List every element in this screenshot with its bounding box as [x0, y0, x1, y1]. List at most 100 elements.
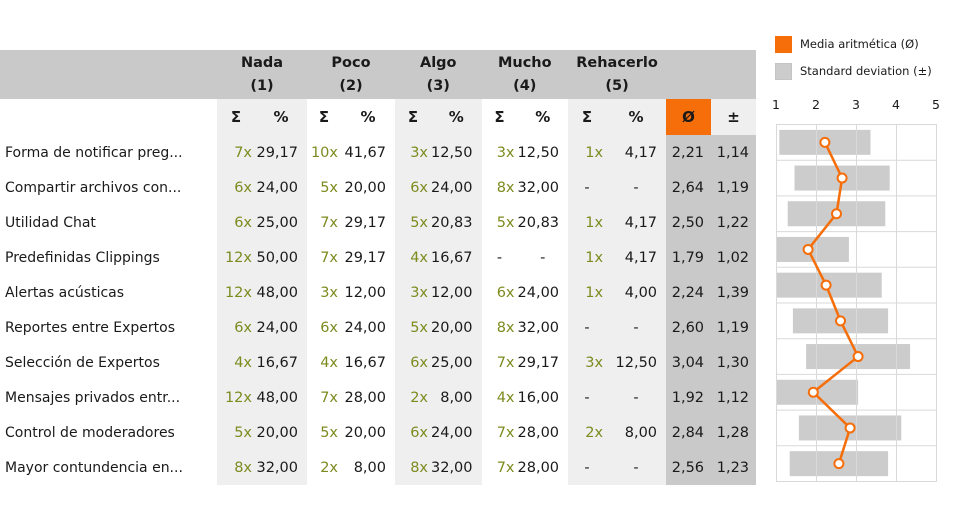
chart-x-axis-label: 2 [812, 97, 820, 112]
percent-cell: 16,67 [255, 345, 307, 380]
column-group-number: (3) [426, 77, 450, 94]
percent-cell: 29,17 [341, 205, 395, 240]
results-table: Nada (1) Poco (2) Algo (3) Mucho (4) Rehacerlo (5… [0, 50, 757, 485]
chart-x-axis-label: 5 [932, 97, 940, 112]
count-cell: 4x [481, 380, 518, 415]
percent-cell: 4,17 [606, 240, 667, 275]
row-label: Control de moderadores [0, 415, 217, 450]
count-cell: 7x [481, 450, 518, 485]
mean-point [833, 458, 845, 470]
percent-cell: 20,00 [341, 415, 395, 450]
percent-cell: 48,00 [255, 380, 307, 415]
mean-cell: 2,56 [666, 450, 712, 485]
percent-cell: - [606, 380, 667, 415]
column-group-label: Rehacerlo [576, 55, 658, 72]
count-cell: 4x [307, 345, 341, 380]
percent-cell: 4,00 [606, 275, 667, 310]
percent-header: % [255, 99, 307, 135]
table-row: Mensajes privados entr... 12x 48,00 7x 28,00… [0, 380, 757, 415]
count-cell: 3x [481, 135, 518, 170]
percent-cell: - [606, 170, 667, 205]
mean-point [819, 136, 831, 148]
legend-label: Media aritmética (Ø) [800, 37, 919, 51]
table-row: Predefinidas Clippings 12x 50,00 7x 29,17 4x 1… [0, 240, 757, 275]
chart-legend: Media aritmética (Ø) Standard deviation (… [775, 35, 932, 89]
blank-subheader [0, 99, 217, 135]
percent-header: % [606, 99, 667, 135]
mean-cell: 2,50 [666, 205, 712, 240]
percent-cell: 16,67 [431, 240, 482, 275]
count-cell: 3x [568, 345, 607, 380]
count-cell: 6x [395, 170, 431, 205]
percent-cell: 29,17 [255, 135, 307, 170]
count-cell: 4x [395, 240, 431, 275]
percent-cell: 20,00 [341, 170, 395, 205]
mean-point [831, 208, 842, 220]
column-group-label: Poco [331, 55, 371, 72]
column-group-header: Rehacerlo (5) [568, 50, 667, 99]
count-cell: 7x [307, 205, 341, 240]
mean-point [802, 243, 814, 255]
sd-cell: 1,39 [711, 275, 757, 310]
row-label: Selección de Expertos [0, 345, 217, 380]
percent-cell: 32,00 [517, 310, 569, 345]
count-cell: 5x [395, 205, 431, 240]
percent-cell: 29,17 [341, 240, 395, 275]
count-cell: 1x [568, 135, 607, 170]
count-cell: 6x [307, 310, 341, 345]
percent-cell: 16,00 [517, 380, 569, 415]
count-cell: - [481, 240, 518, 275]
percent-cell: 25,00 [255, 205, 307, 240]
row-label: Mensajes privados entr... [0, 380, 217, 415]
legend-item: Standard deviation (±) [775, 62, 932, 80]
percent-cell: 32,00 [517, 170, 569, 205]
percent-cell: 41,67 [341, 135, 395, 170]
percent-cell: 25,00 [431, 345, 482, 380]
row-label-column-header [0, 50, 217, 99]
mean-cell: 2,21 [666, 135, 712, 170]
percent-cell: 28,00 [517, 415, 569, 450]
percent-header: % [431, 99, 482, 135]
sum-header: Σ [217, 99, 255, 135]
count-cell: 4x [217, 345, 255, 380]
count-cell: 3x [307, 275, 341, 310]
count-cell: 2x [568, 415, 607, 450]
table-row: Compartir archivos con... 6x 24,00 5x 20,00 6… [0, 170, 757, 205]
chart-x-axis-label: 3 [852, 97, 860, 112]
percent-cell: 24,00 [431, 415, 482, 450]
count-cell: 5x [307, 170, 341, 205]
count-cell: 6x [481, 275, 518, 310]
percent-cell: 12,50 [431, 135, 482, 170]
table-row: Mayor contundencia en... 8x 32,00 2x 8,00 8x 3… [0, 450, 757, 485]
count-cell: 6x [217, 170, 255, 205]
percent-cell: 4,17 [606, 135, 667, 170]
percent-cell: - [606, 450, 667, 485]
chart-x-axis-label: 1 [772, 97, 780, 112]
percent-cell: 8,00 [341, 450, 395, 485]
mean-cell: 2,84 [666, 415, 712, 450]
column-group-header: Nada (1) [217, 50, 307, 99]
count-cell: - [568, 450, 607, 485]
table-row: Control de moderadores 5x 20,00 5x 20,00 6x 24… [0, 415, 757, 450]
row-label: Predefinidas Clippings [0, 240, 217, 275]
row-label: Utilidad Chat [0, 205, 217, 240]
mean-cell: 3,04 [666, 345, 712, 380]
percent-cell: 28,00 [341, 380, 395, 415]
count-cell: 6x [217, 310, 255, 345]
sd-header: ± [711, 99, 757, 135]
percent-cell: 24,00 [431, 170, 482, 205]
percent-cell: 4,17 [606, 205, 667, 240]
count-cell: 5x [217, 415, 255, 450]
sum-header: Σ [568, 99, 607, 135]
percent-cell: 24,00 [255, 310, 307, 345]
count-cell: 12x [217, 380, 255, 415]
count-cell: 5x [307, 415, 341, 450]
column-group-number: (1) [250, 77, 274, 94]
mean-cell: 2,60 [666, 310, 712, 345]
table-row: Utilidad Chat 6x 25,00 7x 29,17 5x 20,83 5x 20,8… [0, 205, 757, 240]
percent-cell: 16,67 [341, 345, 395, 380]
column-group-header: Poco (2) [307, 50, 395, 99]
count-cell: 8x [481, 170, 518, 205]
column-group-label: Mucho [497, 55, 552, 72]
